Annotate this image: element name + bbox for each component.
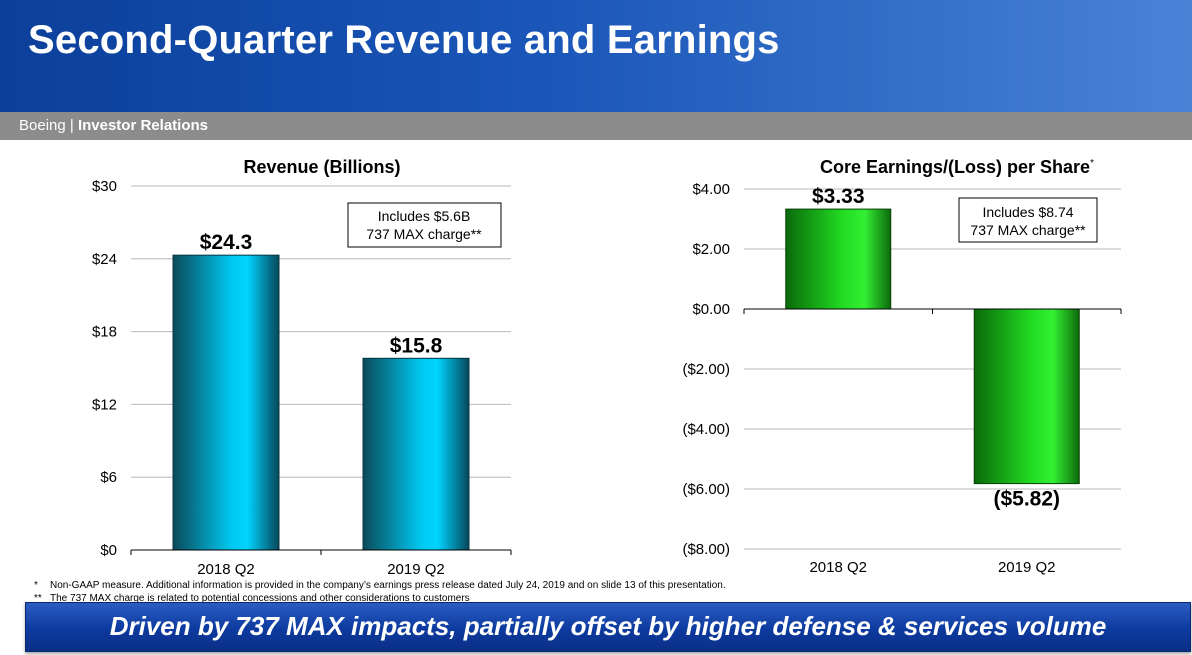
eps-note-line1: Includes $8.74 — [982, 204, 1073, 220]
eps-chart-title-text: Core Earnings/(Loss) per Share — [820, 157, 1090, 177]
title-banner: Second-Quarter Revenue and Earnings — [0, 0, 1192, 112]
eps-chart: Core Earnings/(Loss) per Share* $4.00 $2.… — [682, 157, 1122, 576]
c2-category-label: 2018 Q2 — [809, 559, 867, 576]
c1-ytick-label: $18 — [92, 324, 117, 341]
c2-category-label: 2019 Q2 — [998, 559, 1056, 576]
revenue-chart-title: Revenue (Billions) — [243, 157, 400, 177]
c2-ytick-label: ($4.00) — [682, 421, 730, 438]
company-name: Boeing — [19, 117, 66, 134]
c2-ytick-label: $2.00 — [692, 241, 730, 258]
c2-ytick-label: $4.00 — [692, 181, 730, 198]
eps-chart-title: Core Earnings/(Loss) per Share* — [820, 157, 1094, 177]
subheader-bar: Boeing | Investor Relations — [0, 112, 1192, 140]
page-title: Second-Quarter Revenue and Earnings — [28, 18, 780, 62]
breadcrumb-separator: | — [65, 117, 78, 134]
breadcrumb: Boeing | Investor Relations — [19, 112, 208, 140]
c1-data-label: $15.8 — [390, 334, 443, 357]
eps-note-box: Includes $8.74 737 MAX charge** — [958, 197, 1098, 243]
c2-data-label: $3.33 — [812, 185, 865, 208]
c1-ytick-label: $0 — [100, 542, 117, 559]
c1-ytick-label: $12 — [92, 396, 117, 413]
tagline-text: Driven by 737 MAX impacts, partially off… — [109, 611, 1107, 641]
c1-ytick-label: $24 — [92, 251, 117, 268]
c2-ytick-label: ($8.00) — [682, 541, 730, 558]
c2-bar — [973, 308, 1080, 485]
c1-bar — [172, 254, 280, 551]
revenue-note-box: Includes $5.6B 737 MAX charge** — [347, 202, 502, 248]
revenue-note-line1: Includes $5.6B — [378, 208, 471, 224]
c1-ytick-label: $30 — [92, 178, 117, 195]
footnote-2-text: The 737 MAX charge is related to potenti… — [50, 593, 470, 604]
c1-ytick-label: $6 — [100, 469, 117, 486]
c1-category-label: 2019 Q2 — [387, 561, 445, 578]
c1-category-label: 2018 Q2 — [197, 561, 255, 578]
eps-chart-title-marker: * — [1090, 158, 1094, 169]
tagline-banner: Driven by 737 MAX impacts, partially off… — [25, 602, 1191, 652]
c2-ytick-label: ($2.00) — [682, 361, 730, 378]
c1-bar — [362, 357, 470, 551]
footnote-1-marker: * — [34, 580, 38, 591]
footnote-2-marker: ** — [34, 593, 42, 604]
footnote-1-text: Non-GAAP measure. Additional information… — [50, 580, 726, 591]
footnote-2: ** The 737 MAX charge is related to poten… — [34, 593, 470, 604]
revenue-note-line2: 737 MAX charge** — [366, 226, 482, 242]
c2-data-label: ($5.82) — [993, 488, 1060, 511]
c2-ytick-label: $0.00 — [692, 301, 730, 318]
eps-note-line2: 737 MAX charge** — [970, 222, 1086, 238]
revenue-chart: Revenue (Billions) $0 $6 $12 $18 $24 $30 2018 … — [92, 157, 512, 578]
footnote-1: * Non-GAAP measure. Additional informatio… — [34, 580, 726, 591]
section-name: Investor Relations — [77, 117, 208, 134]
c2-ytick-label: ($6.00) — [682, 481, 730, 498]
c1-data-label: $24.3 — [200, 231, 253, 254]
c2-bar — [785, 208, 892, 310]
charts-area: Revenue (Billions) $0 $6 $12 $18 $24 $30 2018 … — [92, 157, 1122, 578]
